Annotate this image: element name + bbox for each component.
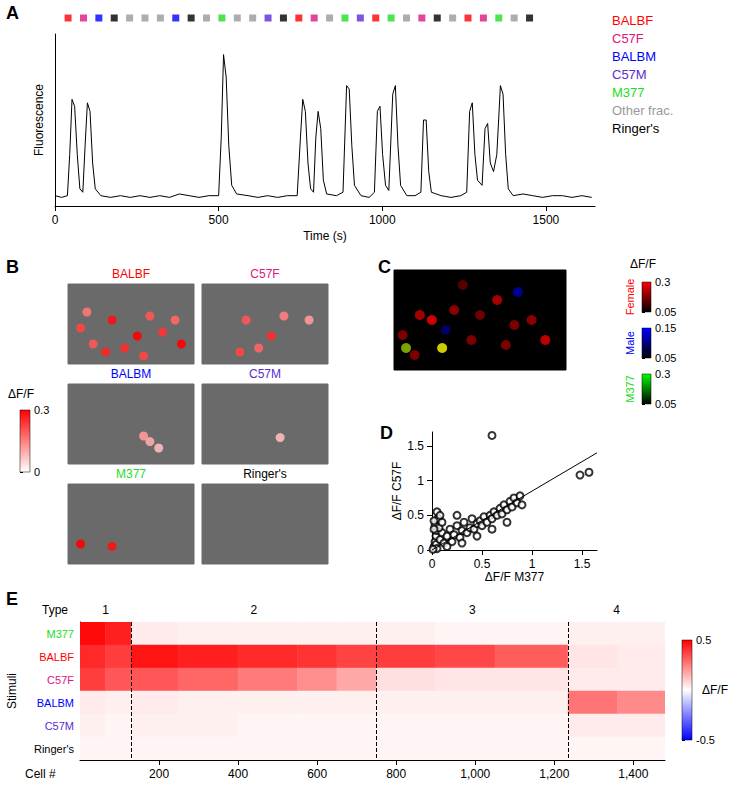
svg-text:BALBF: BALBF: [39, 651, 74, 663]
svg-text:Stimuli: Stimuli: [5, 673, 19, 709]
svg-text:C57M: C57M: [45, 720, 74, 732]
svg-text:0.15: 0.15: [655, 322, 676, 334]
svg-text:600: 600: [307, 767, 327, 781]
svg-text:1: 1: [417, 474, 424, 488]
svg-text:2: 2: [251, 603, 258, 617]
svg-text:D: D: [380, 423, 393, 443]
svg-text:0: 0: [417, 543, 424, 557]
svg-text:BALBF: BALBF: [112, 267, 150, 281]
svg-text:C57F: C57F: [250, 267, 279, 281]
svg-text:Male: Male: [624, 331, 636, 355]
svg-text:Ringer's: Ringer's: [612, 121, 660, 136]
svg-text:0: 0: [52, 213, 59, 227]
svg-text:4: 4: [613, 603, 620, 617]
svg-text:C: C: [378, 257, 391, 277]
svg-text:Time (s): Time (s): [303, 229, 347, 243]
svg-text:0.3: 0.3: [655, 276, 670, 288]
svg-text:0.5: 0.5: [407, 508, 424, 522]
svg-text:ΔF/F M377: ΔF/F M377: [485, 570, 545, 584]
svg-text:Type: Type: [42, 603, 68, 617]
svg-text:Female: Female: [624, 279, 636, 316]
svg-text:500: 500: [209, 213, 229, 227]
svg-text:C57F: C57F: [612, 31, 644, 46]
svg-text:1: 1: [529, 557, 536, 571]
svg-text:0.3: 0.3: [655, 368, 670, 380]
svg-text:BALBM: BALBM: [612, 49, 656, 64]
svg-text:M377: M377: [612, 85, 645, 100]
svg-text:0.3: 0.3: [34, 404, 49, 416]
svg-text:1,200: 1,200: [539, 767, 569, 781]
svg-text:0.05: 0.05: [655, 398, 676, 410]
svg-text:A: A: [6, 3, 19, 23]
svg-text:0.5: 0.5: [696, 634, 711, 646]
svg-text:1.5: 1.5: [407, 439, 424, 453]
svg-text:Other frac.: Other frac.: [612, 103, 673, 118]
svg-text:1: 1: [102, 603, 109, 617]
svg-text:400: 400: [228, 767, 248, 781]
svg-text:B: B: [6, 257, 19, 277]
svg-text:C57M: C57M: [612, 67, 647, 82]
svg-text:0: 0: [34, 466, 40, 478]
svg-text:200: 200: [149, 767, 169, 781]
svg-text:1500: 1500: [533, 213, 560, 227]
svg-text:0.05: 0.05: [655, 352, 676, 364]
svg-text:C57F: C57F: [47, 674, 74, 686]
svg-text:0.5: 0.5: [474, 557, 491, 571]
svg-text:ΔF/F: ΔF/F: [630, 257, 656, 271]
svg-text:Ringer's: Ringer's: [34, 743, 75, 755]
svg-text:BALBF: BALBF: [612, 13, 653, 28]
svg-text:BALBM: BALBM: [111, 367, 152, 381]
svg-text:C57M: C57M: [249, 367, 281, 381]
svg-text:1.5: 1.5: [574, 557, 591, 571]
svg-text:-0.5: -0.5: [696, 734, 715, 746]
svg-text:Cell #: Cell #: [25, 767, 56, 781]
svg-text:1,000: 1,000: [460, 767, 490, 781]
svg-text:ΔF/F: ΔF/F: [702, 683, 728, 697]
svg-text:800: 800: [386, 767, 406, 781]
svg-text:M377: M377: [116, 467, 146, 481]
svg-text:Ringer's: Ringer's: [243, 467, 287, 481]
svg-text:M377: M377: [46, 628, 74, 640]
svg-text:M377: M377: [624, 375, 636, 403]
svg-text:BALBM: BALBM: [37, 697, 74, 709]
svg-text:E: E: [6, 589, 18, 609]
svg-text:ΔF/F: ΔF/F: [8, 387, 34, 401]
svg-text:3: 3: [469, 603, 476, 617]
svg-text:1,400: 1,400: [618, 767, 648, 781]
svg-text:0: 0: [429, 557, 436, 571]
svg-text:0.05: 0.05: [655, 306, 676, 318]
svg-text:ΔF/F C57F: ΔF/F C57F: [390, 462, 404, 521]
svg-text:Fluorescence: Fluorescence: [32, 84, 46, 156]
svg-text:1000: 1000: [369, 213, 396, 227]
